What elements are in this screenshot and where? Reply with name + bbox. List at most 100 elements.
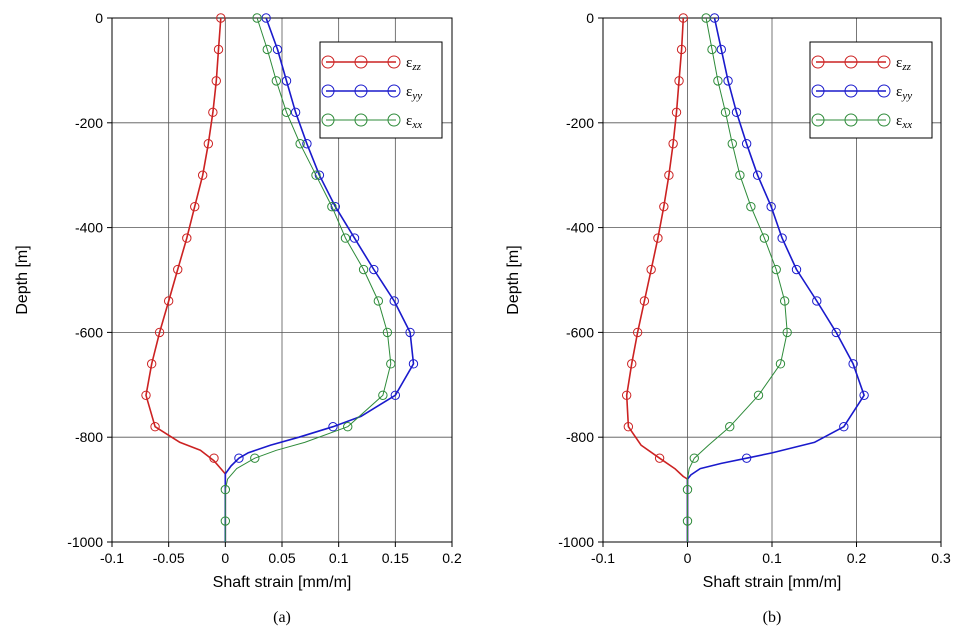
data-point-xx bbox=[281, 107, 292, 118]
data-point-yy bbox=[731, 107, 742, 118]
data-point-zz bbox=[653, 233, 663, 243]
data-point-yy bbox=[234, 453, 244, 463]
y-tick-label: -1000 bbox=[67, 534, 103, 550]
legend-marker bbox=[321, 113, 335, 127]
data-point-xx bbox=[713, 76, 723, 86]
data-point-zz bbox=[154, 327, 165, 338]
data-point-zz bbox=[674, 76, 684, 86]
legend-marker bbox=[877, 113, 891, 127]
legend-label: εyy bbox=[406, 84, 422, 102]
x-tick-label: 0.1 bbox=[329, 550, 349, 566]
y-tick-label: 0 bbox=[586, 10, 594, 26]
y-axis-label: Depth [m] bbox=[14, 245, 31, 314]
data-point-xx bbox=[378, 390, 388, 400]
data-point-xx bbox=[220, 484, 231, 495]
legend-marker bbox=[844, 55, 858, 69]
data-point-yy bbox=[741, 453, 752, 463]
data-point-yy bbox=[777, 233, 787, 243]
data-point-xx bbox=[271, 76, 282, 86]
data-point-yy bbox=[330, 201, 340, 212]
data-point-xx bbox=[746, 201, 756, 212]
x-axis-label: Shaft strain [mm/m] bbox=[703, 574, 842, 591]
y-tick-label: -400 bbox=[75, 220, 103, 236]
data-point-zz bbox=[190, 201, 200, 212]
data-point-xx bbox=[689, 453, 699, 463]
data-point-zz bbox=[632, 327, 643, 338]
legend-symbol: ε bbox=[406, 84, 412, 100]
legend-marker bbox=[387, 55, 401, 69]
data-point-zz bbox=[654, 453, 665, 463]
legend-item-zz: εzz bbox=[811, 55, 912, 73]
data-point-xx bbox=[725, 422, 735, 432]
data-point-yy bbox=[408, 359, 419, 369]
legend-label: εxx bbox=[896, 113, 912, 131]
legend-subscript: xx bbox=[901, 119, 912, 131]
x-tick-label: -0.1 bbox=[100, 550, 124, 566]
chart-panel-a: -0.1 -0.05 0 0.05 0.1 0.15 0.2 0 -200 -400 -600 -80… bbox=[14, 10, 462, 626]
data-point-zz bbox=[639, 296, 650, 306]
data-point-xx bbox=[386, 359, 396, 369]
y-tick-label: -400 bbox=[566, 220, 594, 236]
y-tick-label: -200 bbox=[75, 115, 103, 131]
data-point-yy bbox=[389, 296, 399, 306]
legend-symbol: ε bbox=[896, 84, 902, 100]
y-axis-label: Depth [m] bbox=[505, 245, 522, 314]
data-point-xx bbox=[262, 44, 272, 55]
y-tick-label: -800 bbox=[75, 429, 103, 445]
data-point-yy bbox=[831, 327, 841, 338]
data-point-xx bbox=[779, 296, 790, 306]
data-point-yy bbox=[261, 13, 271, 23]
legend-marker bbox=[844, 113, 858, 127]
data-point-xx bbox=[373, 296, 384, 306]
data-point-xx bbox=[735, 170, 745, 180]
data-point-zz bbox=[173, 264, 183, 275]
data-point-zz bbox=[668, 139, 678, 149]
data-point-zz bbox=[150, 422, 160, 432]
data-point-xx bbox=[220, 516, 231, 526]
legend-marker bbox=[811, 84, 825, 98]
y-tick-label: -800 bbox=[566, 429, 594, 445]
data-point-yy bbox=[405, 327, 415, 338]
x-tick-label: 0.05 bbox=[268, 550, 295, 566]
series-line-xx bbox=[687, 17, 788, 542]
series-line-zz bbox=[625, 17, 689, 542]
data-point-yy bbox=[349, 233, 360, 243]
data-point-xx bbox=[250, 453, 260, 463]
data-point-yy bbox=[723, 76, 733, 86]
data-point-xx bbox=[343, 422, 353, 432]
data-point-zz bbox=[197, 170, 208, 180]
x-axis-label: Shaft strain [mm/m] bbox=[213, 574, 352, 591]
series-yy bbox=[224, 13, 419, 542]
legend-symbol: ε bbox=[406, 113, 412, 129]
legend-item-xx: εxx bbox=[321, 113, 422, 131]
legend-symbol: ε bbox=[896, 55, 902, 71]
data-point-zz bbox=[646, 264, 656, 275]
x-tick-label: 0 bbox=[221, 550, 229, 566]
data-point-zz bbox=[146, 359, 157, 369]
data-point-xx bbox=[682, 516, 693, 526]
x-tick-label: 0.3 bbox=[931, 550, 951, 566]
data-point-xx bbox=[701, 13, 711, 23]
data-point-yy bbox=[272, 44, 283, 55]
data-point-xx bbox=[327, 201, 337, 212]
data-point-yy bbox=[369, 264, 379, 275]
data-point-yy bbox=[290, 107, 301, 118]
data-point-zz bbox=[671, 107, 682, 118]
data-point-zz bbox=[141, 390, 151, 400]
data-point-yy bbox=[812, 296, 822, 306]
data-point-zz bbox=[627, 359, 637, 369]
data-point-yy bbox=[848, 359, 858, 369]
legend-item-yy: εyy bbox=[321, 84, 422, 102]
data-point-zz bbox=[664, 170, 674, 180]
data-point-yy bbox=[766, 201, 776, 212]
data-point-yy bbox=[302, 139, 312, 149]
data-point-zz bbox=[209, 453, 219, 463]
data-point-yy bbox=[741, 139, 752, 149]
data-point-xx bbox=[775, 359, 786, 369]
data-point-zz bbox=[621, 390, 632, 400]
series-zz bbox=[621, 13, 689, 542]
legend-marker bbox=[354, 84, 368, 98]
legend-label: εyy bbox=[896, 84, 912, 102]
data-point-zz bbox=[208, 107, 218, 118]
